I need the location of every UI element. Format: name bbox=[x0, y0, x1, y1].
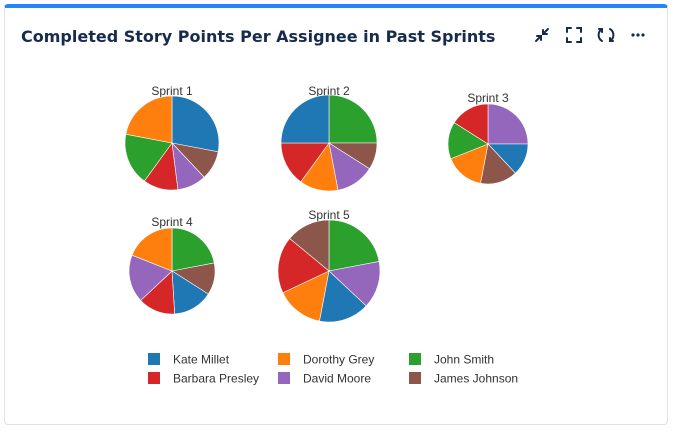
legend-label: James Johnson bbox=[434, 372, 518, 386]
legend-swatch bbox=[278, 353, 290, 365]
legend-swatch bbox=[278, 372, 290, 384]
fullscreen-icon[interactable] bbox=[565, 26, 583, 44]
pie-title: Sprint 3 bbox=[467, 91, 509, 105]
pie-slice-barbara-presley[interactable] bbox=[453, 103, 489, 145]
legend-swatch bbox=[409, 353, 421, 365]
legend-label: David Moore bbox=[303, 372, 371, 386]
pie-slice-dorothy-grey[interactable] bbox=[125, 95, 173, 144]
pie-slice-kate-millet[interactable] bbox=[171, 95, 220, 153]
pie-slice-kate-millet[interactable] bbox=[319, 270, 367, 323]
pie-slice-james-johnson[interactable] bbox=[289, 219, 330, 272]
legend-swatch bbox=[409, 372, 421, 384]
legend-label: Dorothy Grey bbox=[303, 353, 374, 367]
pie-sprint-2: Sprint 2 bbox=[280, 84, 378, 192]
pie-sprint-1: Sprint 1 bbox=[124, 84, 220, 191]
pie-slice-dorothy-grey[interactable] bbox=[282, 270, 330, 322]
legend-swatch bbox=[148, 372, 160, 384]
collapse-icon[interactable] bbox=[533, 26, 551, 44]
legend-swatch bbox=[148, 353, 160, 365]
pie-slice-john-smith[interactable] bbox=[124, 133, 173, 182]
pie-slice-john-smith[interactable] bbox=[171, 227, 215, 272]
legend-item-james-johnson[interactable]: James Johnson bbox=[409, 372, 518, 386]
legend-label: Barbara Presley bbox=[173, 372, 259, 386]
pie-slice-dorothy-grey[interactable] bbox=[131, 227, 173, 272]
legend-item-david-moore[interactable]: David Moore bbox=[278, 372, 371, 386]
pie-title: Sprint 1 bbox=[151, 84, 193, 98]
legend: Kate Millet Dorothy Grey John Smith Barbara… bbox=[148, 353, 518, 386]
legend-label: Kate Millet bbox=[173, 353, 230, 367]
pie-slice-john-smith[interactable] bbox=[328, 94, 378, 144]
pie-slice-barbara-presley[interactable] bbox=[277, 238, 330, 294]
pie-slice-kate-millet[interactable] bbox=[280, 94, 330, 144]
pie-slice-david-moore[interactable] bbox=[487, 103, 529, 145]
panel-toolbar bbox=[533, 26, 647, 44]
legend-item-kate-millet[interactable]: Kate Millet bbox=[148, 353, 230, 367]
panel-title: Completed Story Points Per Assignee in P… bbox=[21, 27, 496, 46]
legend-item-barbara-presley[interactable]: Barbara Presley bbox=[148, 372, 259, 386]
pie-slice-david-moore[interactable] bbox=[128, 254, 173, 301]
pie-sprint-5: Sprint 5 bbox=[277, 208, 381, 323]
pie-slice-john-smith[interactable] bbox=[328, 219, 380, 272]
pie-title: Sprint 4 bbox=[151, 215, 193, 229]
legend-item-dorothy-grey[interactable]: Dorothy Grey bbox=[278, 353, 374, 367]
legend-label: John Smith bbox=[434, 353, 494, 367]
chart-panel: Completed Story Points Per Assignee in P… bbox=[4, 4, 668, 425]
refresh-icon[interactable] bbox=[597, 26, 615, 44]
pie-sprint-4: Sprint 4 bbox=[128, 215, 216, 315]
more-icon[interactable] bbox=[629, 26, 647, 44]
pie-title: Sprint 5 bbox=[308, 208, 350, 222]
pie-sprint-3: Sprint 3 bbox=[447, 91, 529, 185]
legend-item-john-smith[interactable]: John Smith bbox=[409, 353, 494, 367]
pie-title: Sprint 2 bbox=[308, 84, 350, 98]
pie-slice-david-moore[interactable] bbox=[328, 261, 381, 307]
